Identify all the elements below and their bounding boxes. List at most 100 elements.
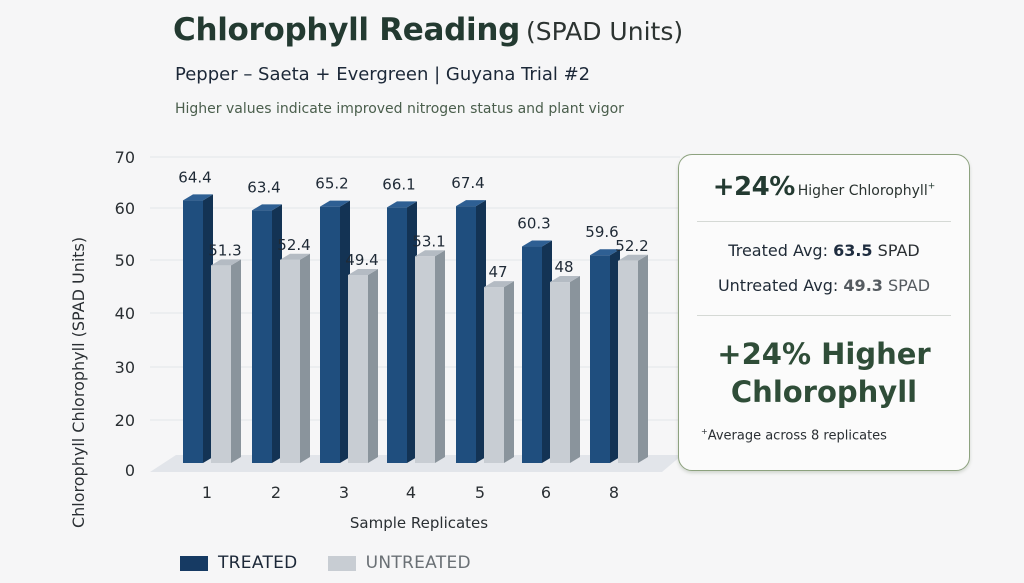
bar-untreated-5: 47: [484, 263, 514, 463]
bar-top: [484, 281, 514, 288]
bar-untreated-3: 49.4: [345, 251, 379, 463]
bar-treated-2: 63.4: [247, 178, 282, 464]
bar-front: [387, 207, 407, 463]
y-tick-label: 70: [115, 148, 135, 167]
untreated-avg-value: 49.3: [843, 276, 883, 295]
data-label: 51.3: [208, 241, 241, 259]
legend-swatch-treated: [180, 555, 208, 571]
footnote: +Average across 8 replicates: [701, 427, 887, 443]
legend-label-treated: TREATED: [218, 553, 298, 573]
y-tick-label: 0: [125, 461, 135, 480]
chart-note: Higher values indicate improved nitrogen…: [175, 101, 624, 117]
legend: TREATED UNTREATED: [180, 553, 501, 573]
bar-front: [618, 260, 638, 463]
legend-label-untreated: UNTREATED: [365, 553, 471, 573]
y-axis-label: Chlorophyll Chlorophyll (SPAD Units): [69, 237, 88, 528]
data-label: 53.1: [412, 232, 445, 250]
subtitle: Pepper – Saeta + Evergreen | Guyana Tria…: [175, 64, 591, 85]
bar-front: [183, 200, 203, 464]
bar-front: [211, 265, 231, 463]
x-tick-label: 2: [271, 483, 281, 502]
x-tick-label: 4: [406, 483, 416, 502]
bar-top: [211, 259, 241, 266]
divider: [697, 315, 951, 316]
bar-treated-4: 66.1: [382, 175, 417, 463]
bar-top: [320, 200, 350, 207]
x-tick-label: 3: [339, 483, 349, 502]
bar-untreated-6: 48: [550, 258, 580, 463]
legend-item-treated: TREATED: [180, 553, 298, 573]
divider: [697, 221, 951, 222]
treated-average: Treated Avg: 63.5 SPAD: [679, 241, 969, 260]
y-tick-label: 30: [115, 358, 135, 377]
x-axis-label: Sample Replicates: [350, 514, 488, 532]
bar-top: [618, 254, 648, 261]
y-axis-ticks: 0 20 30 40 50 60 70: [115, 148, 135, 480]
bar-untreated-8: 52.2: [615, 237, 649, 463]
y-tick-label: 60: [115, 199, 135, 218]
bar-side: [610, 249, 620, 463]
treated-avg-unit: SPAD: [877, 241, 920, 260]
bar-top: [387, 201, 417, 208]
summary-headline: +24% Higher Chlorophyll+: [679, 172, 969, 202]
bar-front: [252, 210, 272, 463]
bar-top: [415, 250, 445, 257]
data-label: 60.3: [517, 215, 550, 233]
bar-front: [320, 206, 340, 463]
bar-side: [203, 194, 213, 464]
bar-side: [272, 204, 282, 464]
bar-top: [456, 200, 486, 207]
bar-side: [407, 201, 417, 463]
data-label: 48: [554, 258, 573, 276]
bar-side: [570, 276, 580, 463]
x-tick-label: 5: [475, 483, 485, 502]
treated-avg-value: 63.5: [833, 241, 873, 260]
bar-treated-3: 65.2: [315, 175, 350, 463]
data-label: 65.2: [315, 175, 348, 193]
untreated-avg-label: Untreated Avg:: [717, 276, 839, 295]
bar-untreated-2: 52.4: [277, 236, 311, 463]
page-title: Chlorophyll Reading (SPAD Units): [173, 12, 683, 48]
bar-front: [456, 206, 476, 463]
bar-front: [522, 246, 542, 463]
legend-swatch-untreated: [327, 555, 356, 571]
summary-panel: +24% Higher Chlorophyll+ Treated Avg: 63.…: [678, 154, 970, 471]
bar-top: [550, 276, 580, 283]
data-label: 63.4: [247, 178, 280, 196]
x-axis-ticks: 1 2 3 4 5 6 8: [202, 483, 619, 502]
bar-untreated-4: 53.1: [412, 232, 446, 463]
bar-side: [504, 281, 514, 463]
untreated-avg-unit: SPAD: [888, 276, 931, 295]
data-label: 59.6: [585, 223, 618, 241]
bar-chart: 0 20 30 40 50 60 70 64.451.3 63.4 52.4 65.2 49.4 66…: [69, 148, 680, 532]
bar-front: [415, 256, 435, 463]
bar-side: [476, 200, 486, 463]
y-tick-label: 40: [115, 304, 135, 323]
x-tick-label: 1: [202, 483, 212, 502]
untreated-average: Untreated Avg: 49.3 SPAD: [679, 276, 969, 295]
footnote-mark: +: [701, 427, 708, 436]
bar-front: [280, 259, 300, 463]
data-label: 52.2: [615, 237, 648, 255]
highlight-callout: +24% Higher Chlorophyll: [679, 335, 969, 411]
title-main: Chlorophyll Reading: [173, 12, 521, 48]
y-tick-label: 20: [115, 411, 135, 430]
data-label: 49.4: [345, 251, 378, 269]
bar-top: [280, 253, 310, 260]
bar-treated-1: 64.4: [178, 168, 213, 464]
bar-side: [638, 254, 648, 463]
headline-text: Higher Chlorophyll: [797, 183, 928, 199]
bar-side: [435, 250, 445, 463]
bar-front: [550, 282, 570, 463]
treated-avg-label: Treated Avg:: [728, 241, 828, 260]
bar-front: [348, 274, 368, 463]
bar-treated-5: 67.4: [451, 174, 486, 463]
x-tick-label: 8: [609, 483, 619, 502]
bar-treated-6: 60.3: [517, 215, 552, 463]
bar-treated-8: 59.6: [585, 223, 620, 463]
highlight-line-2: Chlorophyll: [730, 375, 918, 409]
y-tick-label: 50: [115, 251, 135, 270]
data-label: 66.1: [382, 175, 415, 193]
bar-side: [231, 259, 241, 463]
highlight-line-1: +24% Higher: [717, 337, 931, 371]
